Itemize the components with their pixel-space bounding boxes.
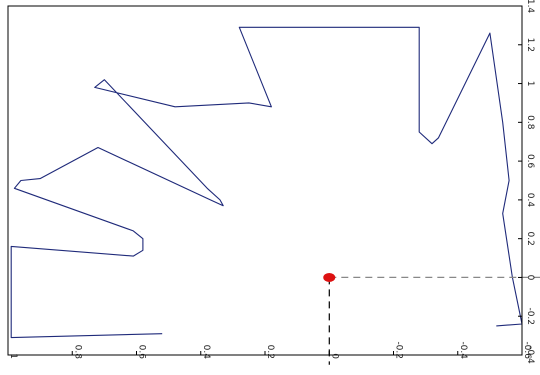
x-tick-label: -0.4: [458, 341, 468, 359]
x-tick-label: 1: [8, 353, 18, 359]
y-tick-label: -0.4: [525, 346, 535, 364]
y-tick-label: -0.2: [525, 307, 535, 325]
y-tick-label: 0.6: [525, 154, 535, 169]
y-tick-label: 0.4: [525, 193, 535, 208]
x-tick-label: 0.2: [265, 345, 275, 359]
x-tick-label: -0.6: [522, 341, 532, 359]
y-tick-label: 0.2: [525, 232, 535, 246]
x-tick-label: 0.6: [137, 345, 147, 360]
x-tick-label: 0.4: [201, 345, 211, 360]
x-tick-label: 0.8: [72, 345, 82, 360]
scan-outline-line: [10, 26, 523, 339]
x-tick-label: 0: [329, 353, 339, 359]
x-tick-label: -0.2: [394, 341, 404, 359]
y-tick-label: 1: [525, 81, 535, 87]
y-tick-label: 0.8: [525, 115, 535, 130]
y-tick-label: 0: [525, 275, 535, 281]
y-tick-label: 1.2: [525, 38, 535, 52]
origin-marker: [323, 272, 336, 282]
y-tick-label: 1.4: [525, 0, 535, 13]
plot-frame: [7, 5, 523, 356]
